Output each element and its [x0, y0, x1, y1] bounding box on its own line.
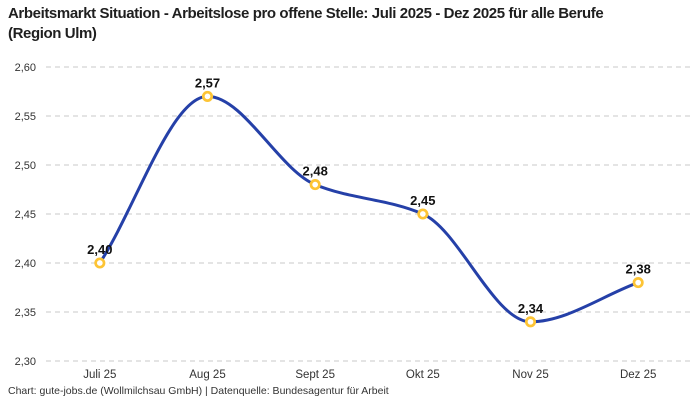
x-axis-tick-label: Juli 25: [83, 369, 116, 381]
x-axis-tick-label: Aug 25: [189, 369, 225, 381]
data-point-label: 2,45: [410, 193, 435, 208]
y-axis-tick-label: 2,45: [15, 209, 36, 221]
y-axis-tick-label: 2,40: [15, 258, 36, 270]
data-point-marker[interactable]: [417, 208, 429, 220]
data-point-marker[interactable]: [524, 316, 537, 328]
x-axis-tick-label: Okt 25: [406, 369, 440, 381]
series-line: [98, 94, 640, 324]
data-point-label: 2,38: [626, 262, 651, 277]
chart-footer-credit: Chart: gute-jobs.de (Wollmilchsau GmbH) …: [8, 385, 389, 397]
x-axis-tick-label: Dez 25: [620, 369, 656, 381]
data-point-label: 2,48: [303, 164, 328, 179]
data-point-marker[interactable]: [201, 90, 214, 102]
y-axis-tick-label: 2,35: [15, 307, 36, 319]
y-axis-tick-label: 2,55: [15, 111, 36, 123]
data-point-label: 2,34: [518, 301, 544, 316]
data-point-label: 2,57: [195, 75, 220, 90]
y-axis-tick-label: 2,50: [15, 160, 36, 172]
data-point-label: 2,40: [87, 242, 112, 257]
chart-title: Arbeitsmarkt Situation - Arbeitslose pro…: [8, 5, 604, 43]
y-axis-tick-label: 2,60: [15, 62, 36, 74]
x-axis-tick-label: Sept 25: [295, 369, 335, 381]
data-point-marker[interactable]: [94, 257, 106, 269]
data-point-marker[interactable]: [309, 179, 321, 191]
data-point-marker[interactable]: [632, 277, 644, 289]
y-axis-tick-label: 2,30: [15, 356, 36, 368]
x-axis-tick-label: Nov 25: [512, 369, 548, 381]
